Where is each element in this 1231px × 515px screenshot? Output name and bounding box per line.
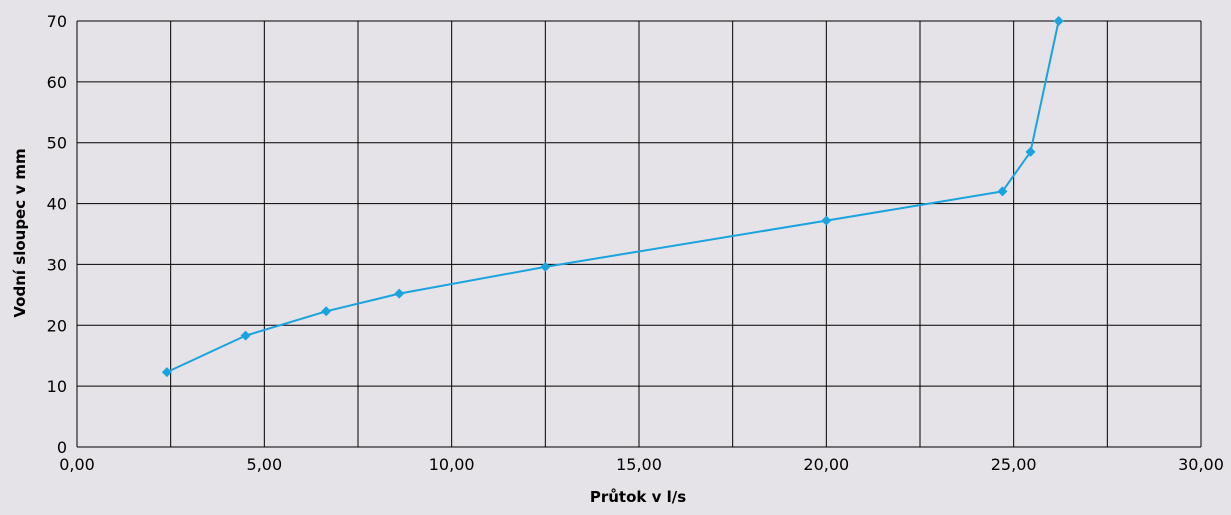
x-tick-label: 15,00: [616, 455, 662, 474]
y-tick-label: 50: [47, 134, 67, 153]
y-axis-title: Vodní sloupec v mm: [11, 148, 29, 317]
x-axis-title: Průtok v l/s: [590, 488, 686, 506]
x-tick-label: 25,00: [991, 455, 1037, 474]
series: [161, 16, 1064, 378]
data-point-marker: [821, 215, 832, 226]
data-point-marker: [540, 261, 551, 272]
series-line: [166, 20, 1060, 374]
x-tick-label: 5,00: [247, 455, 283, 474]
y-tick-label: 0: [57, 438, 67, 457]
grid: [76, 20, 1202, 448]
x-tick-label: 10,00: [429, 455, 475, 474]
x-tick-label: 30,00: [1178, 455, 1224, 474]
data-point-marker: [1053, 16, 1064, 26]
y-axis-ticks: 0 10 20 30 40 50 60 70: [47, 12, 67, 457]
y-tick-label: 60: [47, 73, 67, 92]
x-tick-label: 20,00: [803, 455, 849, 474]
data-point-marker: [394, 288, 405, 299]
y-tick-label: 20: [47, 316, 67, 335]
x-tick-label: 0,00: [59, 455, 95, 474]
data-point-marker: [997, 186, 1008, 197]
y-tick-label: 70: [47, 12, 67, 31]
y-tick-label: 30: [47, 255, 67, 274]
data-point-marker: [1025, 146, 1036, 157]
data-point-marker: [240, 330, 251, 341]
data-point-marker: [321, 306, 332, 317]
y-tick-label: 40: [47, 195, 67, 214]
y-tick-label: 10: [47, 377, 67, 396]
x-axis-ticks: 0,00 5,00 10,00 15,00 20,00 25,00 30,00: [59, 455, 1224, 474]
data-point-marker: [161, 367, 172, 378]
